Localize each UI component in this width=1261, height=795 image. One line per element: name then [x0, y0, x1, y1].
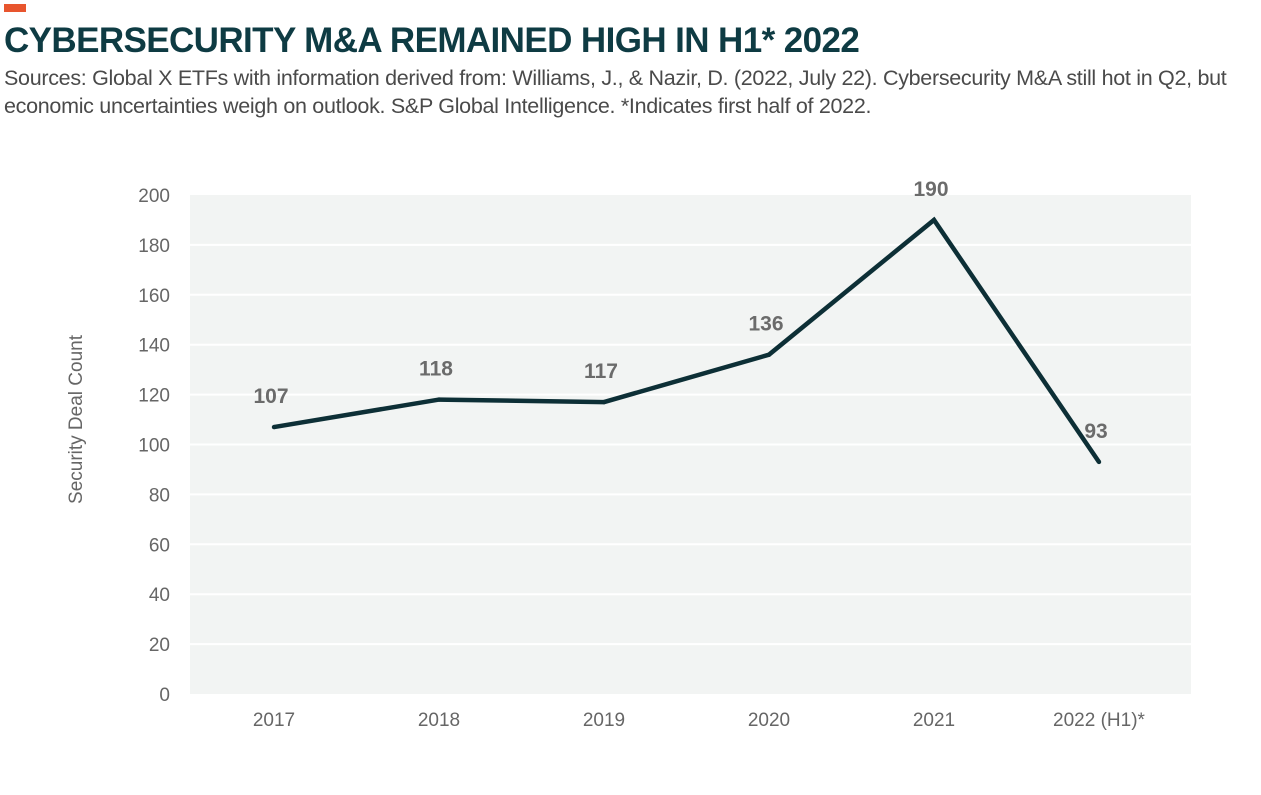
- chart-source-note: Sources: Global X ETFs with information …: [4, 66, 1227, 118]
- x-tick-label-4: 2021: [913, 710, 955, 731]
- data-labels: 107 118 117 136 190 93: [253, 178, 1107, 443]
- gridlines: [190, 243, 1191, 646]
- data-points: [271, 217, 1102, 465]
- y-tick-label-60: 60: [149, 535, 170, 556]
- x-tick-label-0: 2017: [253, 710, 295, 731]
- y-tick-label-20: 20: [149, 635, 170, 656]
- y-tick-label-120: 120: [138, 386, 170, 407]
- y-tick-label-0: 0: [159, 685, 170, 706]
- x-tick-label-3: 2020: [748, 710, 790, 731]
- y-tick-label-160: 160: [138, 286, 170, 307]
- data-point-2018: [436, 397, 442, 402]
- data-label-2020: 136: [748, 313, 783, 336]
- y-tick-label-100: 100: [138, 436, 170, 457]
- data-point-2022H1: [1096, 459, 1102, 465]
- y-tick-label-200: 200: [138, 186, 170, 207]
- data-label-2018: 118: [419, 358, 453, 381]
- data-point-2017: [271, 424, 277, 430]
- data-point-2021: [931, 217, 937, 223]
- series-line-security-deal-count: [273, 216, 1101, 464]
- data-label-2021: 190: [913, 178, 948, 201]
- y-axis-title: Security Deal Count: [66, 334, 87, 504]
- data-label-2022H1: 93: [1084, 420, 1107, 443]
- y-tick-label-180: 180: [138, 236, 170, 257]
- data-point-2020: [766, 352, 772, 357]
- y-tick-label-140: 140: [138, 336, 170, 357]
- y-axis: 0 20 40 60 80 100 120 140 160 180 200: [138, 186, 170, 706]
- data-label-2019: 117: [584, 360, 618, 383]
- data-point-2019: [601, 399, 607, 405]
- x-tick-label-2: 2019: [583, 710, 625, 731]
- chart-title: CYBERSECURITY M&A REMAINED HIGH IN H1* 2…: [4, 21, 860, 60]
- x-tick-label-5: 2022 (H1)*: [1053, 710, 1145, 731]
- y-tick-label-80: 80: [149, 485, 170, 506]
- accent-bar: [4, 4, 26, 12]
- y-tick-label-40: 40: [149, 585, 170, 606]
- data-label-2017: 107: [253, 385, 288, 408]
- x-axis: 2017 2018 2019 2020 2021 2022 (H1)*: [253, 710, 1146, 731]
- x-tick-label-1: 2018: [418, 710, 460, 731]
